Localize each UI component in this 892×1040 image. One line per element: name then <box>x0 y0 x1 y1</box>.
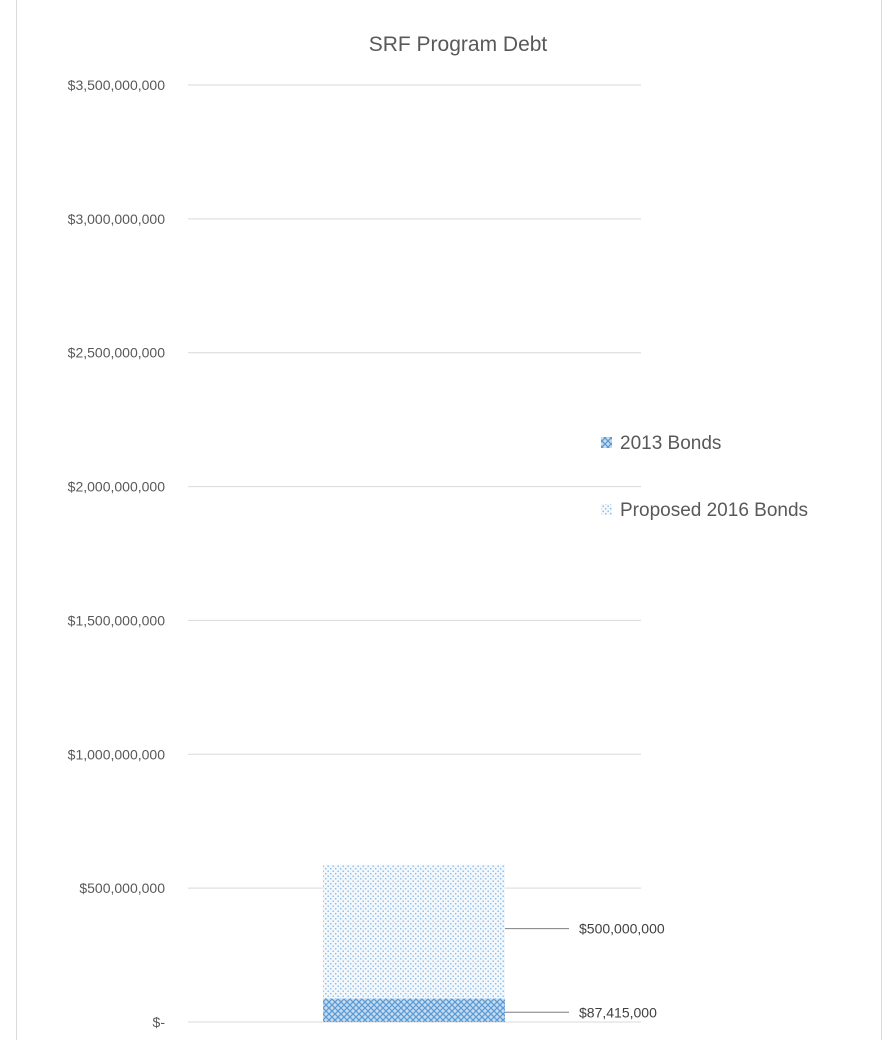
chart-area: SRF Program Debt $- $500,000,000 $1,000,00… <box>16 0 882 1040</box>
y-tick-label: $2,000,000,000 <box>68 479 166 495</box>
legend-swatch <box>601 437 612 448</box>
y-axis-tick-labels: $- $500,000,000 $1,000,000,000 $1,500,000,0… <box>68 77 166 1030</box>
y-tick-label: $3,000,000,000 <box>68 211 166 227</box>
legend-label: 2013 Bonds <box>620 433 721 454</box>
bars <box>323 864 505 1022</box>
y-tick-label: $- <box>153 1014 166 1030</box>
data-label: $500,000,000 <box>579 921 665 937</box>
data-label: $87,415,000 <box>579 1004 657 1020</box>
legend: 2013 Bonds Proposed 2016 Bonds <box>601 433 808 521</box>
legend-swatch <box>601 504 612 515</box>
y-tick-label: $3,500,000,000 <box>68 77 166 93</box>
data-labels: $87,415,000 $500,000,000 <box>505 921 665 1020</box>
y-tick-label: $500,000,000 <box>79 880 165 896</box>
bar-proposed-2016-bonds <box>323 864 505 999</box>
y-tick-label: $2,500,000,000 <box>68 345 166 361</box>
y-tick-label: $1,000,000,000 <box>68 746 166 762</box>
bar-chart: SRF Program Debt $- $500,000,000 $1,000,00… <box>68 33 808 1030</box>
bar-2013-bonds <box>323 998 505 1022</box>
legend-label: Proposed 2016 Bonds <box>620 500 808 521</box>
y-tick-label: $1,500,000,000 <box>68 612 166 628</box>
gridlines <box>188 84 641 1023</box>
chart-title: SRF Program Debt <box>369 33 548 56</box>
